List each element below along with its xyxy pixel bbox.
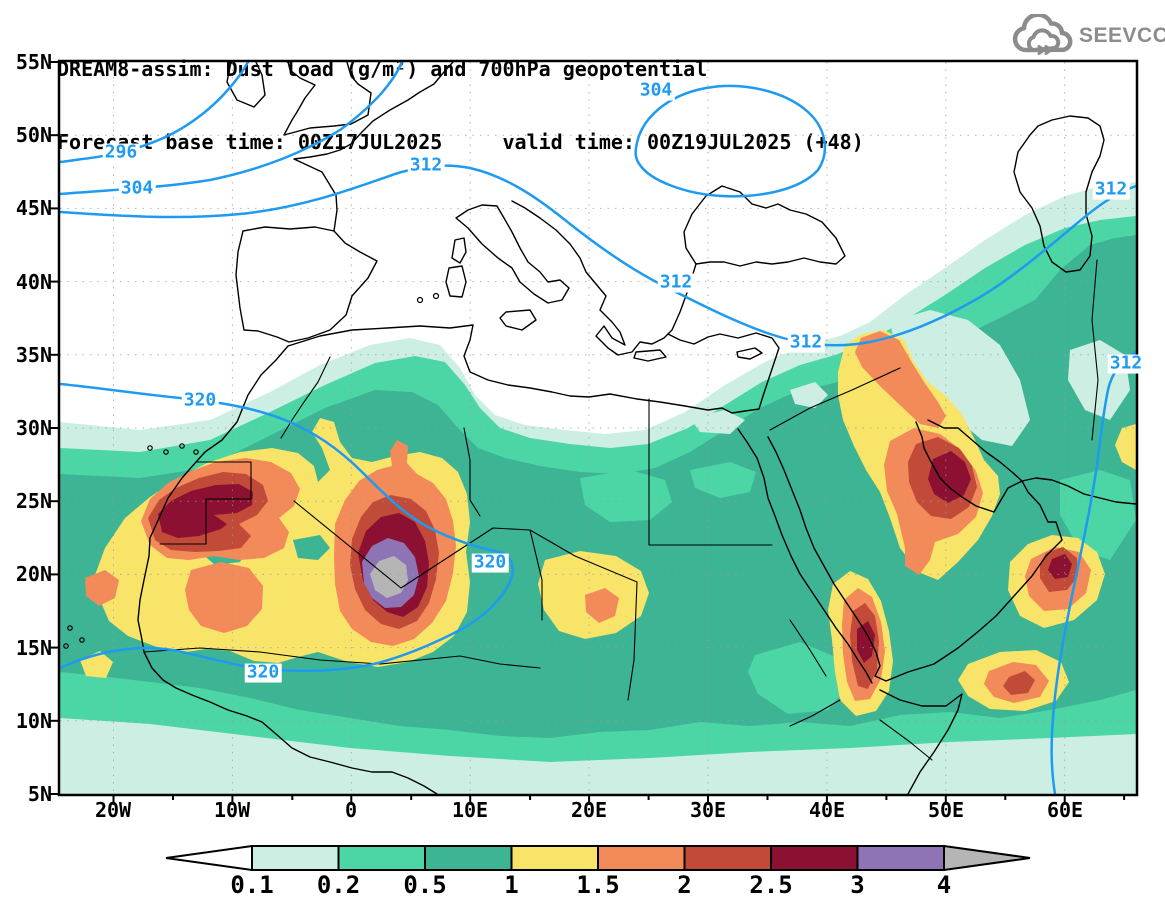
dust-patch-pale-levant (790, 382, 828, 408)
lon-label-20e: 20E (570, 798, 608, 822)
dust-patch-pale-gulf (890, 310, 1030, 446)
dust-patch-teal-se-iran (1060, 470, 1136, 560)
lat-label-40n: 40N (15, 270, 52, 294)
contour-label-312-d: 312 (1092, 178, 1130, 200)
coast-north-africa (287, 324, 780, 414)
coast-france-nw-europe (293, 62, 454, 232)
country-borders (143, 259, 1099, 761)
colorbar-label-1: 1 (504, 871, 519, 899)
colorbar-label-2: 2 (677, 871, 692, 899)
colorbar-label-1p5: 1.5 (576, 871, 620, 899)
colorbar-label-3: 3 (850, 871, 865, 899)
lon-label-40e: 40E (808, 798, 846, 822)
islands (63, 292, 440, 649)
contour-label-296: 296 (102, 141, 140, 163)
dust-fill-2p5-oman (1048, 554, 1072, 579)
coast-sardinia (445, 265, 467, 298)
colorbar-label-4: 4 (936, 871, 952, 899)
dust-fill-4-central (370, 556, 408, 598)
contour-label-312-e: 312 (1107, 352, 1145, 374)
lat-label-45n: 45N (15, 196, 52, 220)
colorbar-label-2p5: 2.5 (749, 871, 793, 899)
coastlines (63, 62, 1136, 794)
coast-crete (633, 349, 667, 362)
lat-label-15n: 15N (15, 636, 52, 660)
lat-label-5n: 5N (27, 782, 52, 806)
dust-fill-2p5-red-sea (857, 621, 875, 663)
lat-label-20n: 20N (15, 562, 52, 586)
border-lines-mideast (769, 259, 1099, 441)
coast-arabia (767, 421, 1063, 682)
map-content (60, 62, 1136, 794)
lon-label-50e: 50E (927, 798, 965, 822)
lon-label-30e: 30E (689, 798, 727, 822)
lon-label-10e: 10E (451, 798, 489, 822)
dust-fill-1p5-chad (585, 588, 619, 623)
border-lines-africa (143, 356, 933, 761)
coast-balkans-greece (511, 200, 697, 356)
axis-ticks (50, 61, 1126, 805)
dust-fill-2p5-arabia (928, 451, 971, 503)
dust-fill-2-horn (1003, 671, 1035, 695)
dust-patch-pale-delta (690, 410, 745, 434)
seevccc-logo: SEEVCCC (1006, 14, 1165, 58)
lat-label-10n: 10N (15, 709, 52, 733)
dust-patch-teal-ethiopia (748, 642, 848, 714)
coast-west-africa (137, 345, 438, 794)
colorbar-label-0p1: 0.1 (230, 871, 274, 899)
coast-iberia (235, 226, 378, 343)
contour-304-west (60, 62, 404, 196)
dust-fill-1p5-coast (85, 570, 119, 606)
lon-label-20w: 20W (94, 798, 132, 822)
contour-label-312-b: 312 (657, 271, 695, 293)
lat-label-55n: 55N (15, 50, 52, 74)
contour-label-304-w: 304 (118, 177, 156, 199)
coast-ireland (226, 62, 266, 108)
contour-312-main (60, 164, 1136, 347)
colorbar-label-0p5: 0.5 (403, 871, 447, 899)
coast-red-sea-west (737, 428, 873, 684)
lat-label-30n: 30N (15, 416, 52, 440)
coast-black-sea (683, 185, 846, 267)
lat-label-35n: 35N (15, 343, 52, 367)
coast-caspian (1013, 115, 1105, 273)
logo-text: SEEVCCC (1079, 24, 1165, 47)
lat-label-25n: 25N (15, 489, 52, 513)
coast-britain (283, 62, 372, 136)
coast-sicily (499, 309, 537, 331)
coast-iran-gulf (927, 419, 1136, 505)
contour-312-east (1050, 350, 1136, 794)
coast-corsica (451, 237, 467, 264)
contour-label-320-a: 320 (181, 389, 219, 411)
colorbar-label-0p2: 0.2 (316, 871, 361, 899)
lon-label-0: 0 (344, 798, 358, 822)
contour-label-312-a: 312 (407, 154, 445, 176)
contour-label-320-b: 320 (471, 551, 509, 573)
contour-label-320-c: 320 (244, 661, 282, 683)
dust-hole-teal-2 (293, 535, 330, 560)
coast-cyprus (736, 347, 763, 360)
cloud-logo-icon (1012, 14, 1073, 55)
lat-label-50n: 50N (15, 123, 52, 147)
dust-fill-layer (60, 182, 1136, 794)
contour-304-loop (634, 84, 826, 198)
dust-fill-1-east-sliver (1115, 424, 1136, 470)
lon-label-60e: 60E (1046, 798, 1084, 822)
dust-fill-1p5-mauritania-s (185, 562, 263, 633)
dust-patch-teal-egypt (690, 462, 756, 498)
coast-italy (455, 204, 570, 304)
contour-296 (60, 62, 250, 164)
lon-label-10w: 10W (213, 798, 251, 822)
contour-label-312-c: 312 (787, 331, 825, 353)
coast-somalia (879, 689, 963, 794)
contour-label-304-n: 304 (637, 79, 675, 101)
